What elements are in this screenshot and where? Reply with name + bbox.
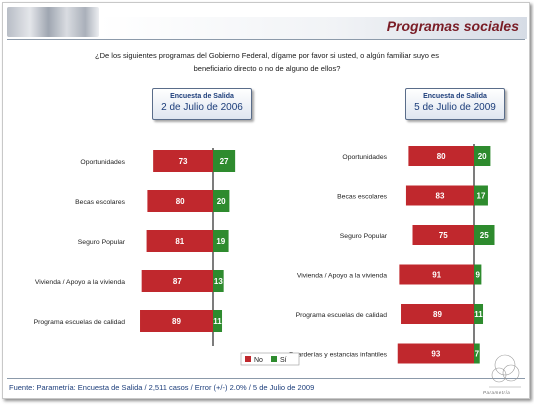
survey-header-2009-date: 5 de Julio de 2009 (414, 102, 496, 113)
survey-header-2009: Encuesta de Salida 5 de Julio de 2009 (405, 88, 505, 120)
chart-0-bar-no (140, 310, 213, 332)
survey-header-2006-line1: Encuesta de Salida (170, 93, 234, 100)
chart-1-bar-no (401, 304, 474, 324)
chart-0-label-si: 11 (213, 317, 222, 326)
chart-1-bar-no (397, 343, 474, 364)
slide: Programas sociales ¿De los siguientes pr… (2, 2, 530, 399)
chart-1-bar-si (474, 146, 491, 166)
chart-0-label-si: 19 (216, 237, 225, 246)
legend-label-no: No (254, 357, 263, 364)
chart-0-bar-si (213, 310, 223, 332)
chart-1-label-si: 25 (480, 231, 489, 240)
chart-0-bar-no (147, 190, 213, 212)
chart-1-category-label: Programa escuelas de calidad (296, 312, 388, 319)
chart-1-label-no: 80 (437, 152, 446, 161)
chart-1-category-label: Becas escolares (337, 194, 387, 201)
chart-0-category-label: Vivienda / Apoyo a la vivienda (35, 279, 125, 286)
parametria-logo (489, 354, 521, 388)
chart-1-label-no: 75 (439, 231, 448, 240)
chart-1-label-si: 7 (475, 350, 480, 359)
chart-1-label-si: 17 (477, 192, 486, 201)
charts-canvas: 73 27 Oportunidades 80 20 Becas escolares 81 19… (34, 144, 495, 366)
logo-label: Parametría (483, 390, 511, 395)
chart-1-category-label: Oportunidades (342, 154, 387, 161)
chart-0-bar-no (146, 230, 213, 252)
chart-1-bar-no (408, 146, 474, 166)
chart-0-bar-no (141, 270, 213, 292)
chart-1-bar-no (399, 264, 474, 285)
chart-1-label-si: 11 (474, 310, 483, 319)
survey-question: ¿De los siguientes programas del Gobiern… (95, 51, 439, 73)
chart-1-bar-no (405, 185, 474, 206)
chart-1-label-no: 89 (433, 310, 442, 319)
title-divider (7, 39, 525, 40)
chart-1-bar-si (474, 264, 482, 285)
chart-1-bar-si (474, 225, 495, 245)
chart-0-category-label: Programa escuelas de calidad (34, 319, 126, 326)
survey-header-2009-line1: Encuesta de Salida (423, 93, 487, 100)
footer-divider (7, 378, 525, 379)
chart-0-label-no: 87 (173, 277, 182, 286)
chart-0-label-no: 73 (179, 157, 188, 166)
chart-1-label-si: 9 (475, 271, 480, 280)
chart-0-bar-si (213, 230, 229, 252)
chart-1-label-no: 91 (432, 271, 441, 280)
chart-0-label-no: 89 (172, 317, 181, 326)
legend-label-si: Sí (280, 357, 287, 364)
chart-1-bar-si (474, 185, 488, 206)
chart-0-category-label: Oportunidades (80, 159, 125, 166)
chart-0-category-label: Becas escolares (75, 199, 125, 206)
chart-1-label-no: 93 (431, 350, 440, 359)
chart-1-label-si: 20 (478, 152, 487, 161)
chart-0-category-label: Seguro Popular (78, 239, 126, 246)
header-photo-strip (7, 7, 99, 37)
chart-1-label-no: 83 (436, 192, 445, 201)
chart-0-bar-si (213, 150, 236, 172)
survey-header-2006-date: 2 de Julio de 2006 (161, 102, 243, 113)
chart-0-bar-si (213, 190, 230, 212)
chart-0-label-no: 80 (176, 197, 185, 206)
chart-1-bar-si (474, 304, 484, 324)
chart-1-category-label: Guarderías y estancias infantiles (288, 352, 387, 359)
chart-0-bar-si (213, 270, 224, 292)
survey-header-2006: Encuesta de Salida 2 de Julio de 2006 (152, 88, 252, 120)
chart-0-bar-no (153, 150, 213, 172)
chart-1-bar-si (474, 343, 480, 364)
chart-1-bar-no (412, 225, 474, 245)
legend-swatch-no (245, 356, 251, 362)
chart-0-label-si: 13 (214, 277, 223, 286)
chart-1-category-label: Seguro Popular (340, 233, 388, 240)
chart-0-label-no: 81 (175, 237, 184, 246)
title-bar: Programas sociales (99, 17, 527, 39)
chart-1-category-label: Vivienda / Apoyo a la vivienda (297, 273, 387, 280)
chart-0-label-si: 27 (220, 157, 229, 166)
legend-box (240, 352, 300, 366)
chart-0-label-si: 20 (217, 197, 226, 206)
slide-title: Programas sociales (386, 18, 519, 34)
footer-source: Fuente: Parametría: Encuesta de Salida /… (9, 383, 315, 392)
legend-swatch-si (271, 356, 277, 362)
